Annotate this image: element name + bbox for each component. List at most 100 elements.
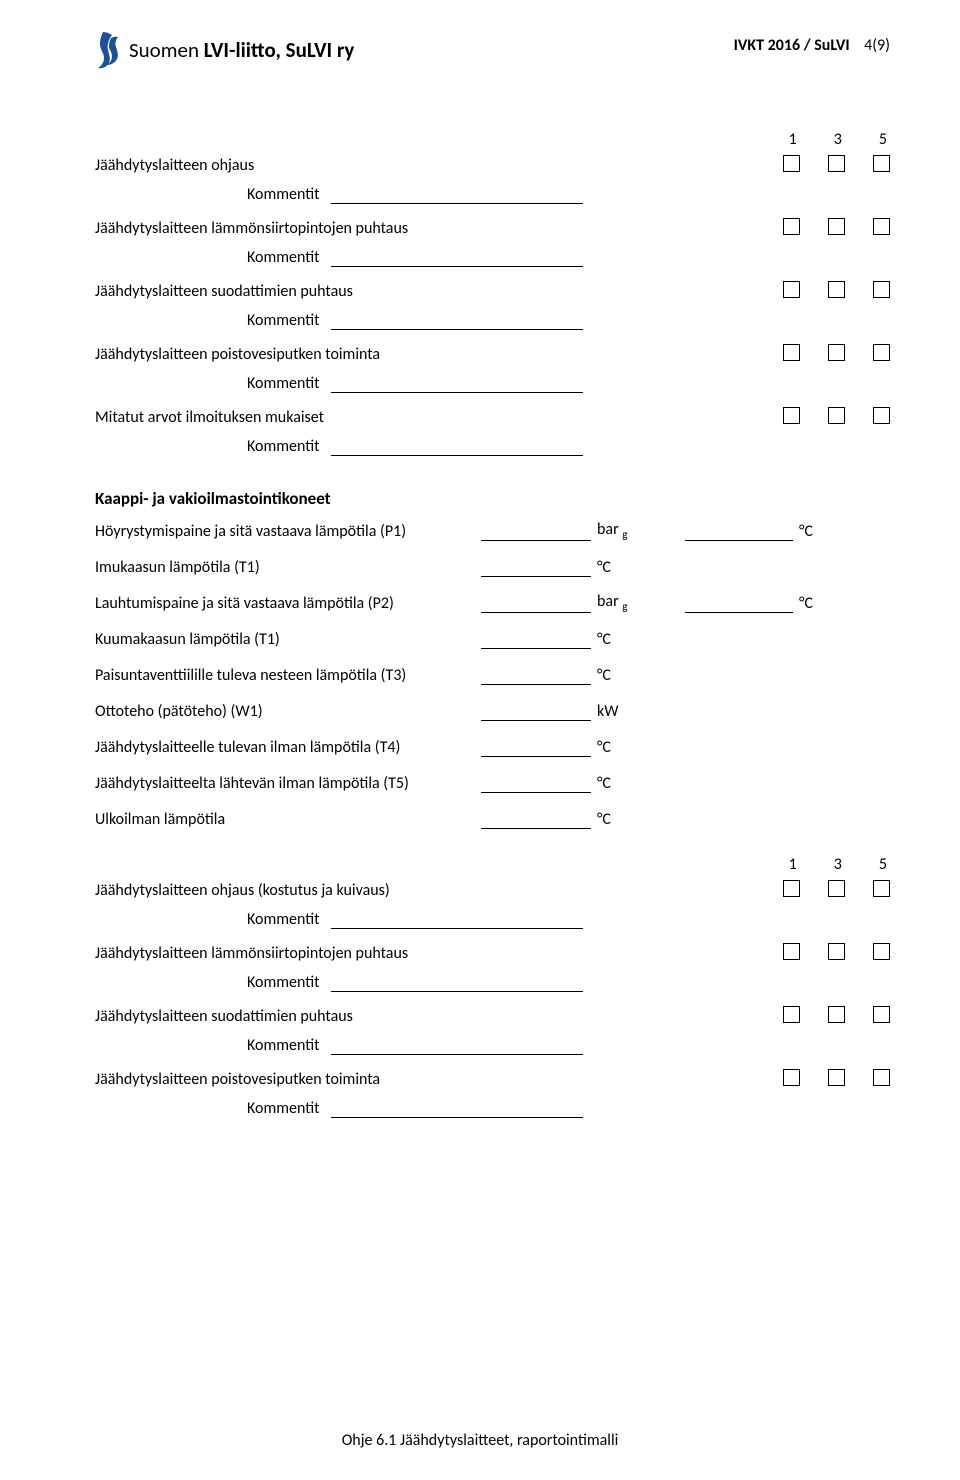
measure-unit: kW [597, 702, 653, 721]
rating-label-1: 1 [789, 130, 797, 149]
check-row: Jäähdytyslaitteen suodattimien puhtaus [95, 1006, 890, 1028]
check-row: Jäähdytyslaitteen suodattimien puhtaus [95, 281, 890, 303]
checkbox-1[interactable] [783, 1006, 800, 1023]
check-label: Jäähdytyslaitteen suodattimien puhtaus [95, 281, 783, 301]
comment-input-line[interactable] [331, 186, 583, 204]
measure-input-line[interactable] [481, 631, 591, 649]
comment-input-line[interactable] [331, 1100, 583, 1118]
measure-unit: °C [597, 810, 653, 829]
measure-label: Kuumakaasun lämpötila (T1) [95, 630, 481, 649]
comment-label: Kommentit [95, 437, 331, 456]
comment-input-line[interactable] [331, 312, 583, 330]
measure-input-line[interactable] [481, 775, 591, 793]
checkbox-3[interactable] [828, 880, 845, 897]
checkbox-3[interactable] [828, 407, 845, 424]
comment-input-line[interactable] [331, 974, 583, 992]
comment-label: Kommentit [95, 248, 331, 267]
checkbox-1[interactable] [783, 218, 800, 235]
measure-label: Höyrystymispaine ja sitä vastaava lämpöt… [95, 522, 481, 541]
rating-label-3: 3 [834, 130, 842, 149]
checkbox-1[interactable] [783, 943, 800, 960]
checkbox-1[interactable] [783, 880, 800, 897]
comment-row: Kommentit [95, 1036, 890, 1055]
checkbox-1[interactable] [783, 155, 800, 172]
rating-label-5: 5 [879, 130, 887, 149]
check-boxes [783, 218, 890, 235]
measure-input-line-2[interactable] [685, 595, 793, 613]
measure-label: Imukaasun lämpötila (T1) [95, 558, 481, 577]
checkbox-3[interactable] [828, 155, 845, 172]
checkbox-5[interactable] [873, 880, 890, 897]
measure-unit: bar g [597, 520, 653, 541]
measure-input-line-2[interactable] [685, 523, 793, 541]
measure-input-line[interactable] [481, 559, 591, 577]
comment-input-line[interactable] [331, 249, 583, 267]
measure-unit: °C [597, 738, 653, 757]
checkbox-3[interactable] [828, 1069, 845, 1086]
comment-label: Kommentit [95, 1036, 331, 1055]
checkbox-5[interactable] [873, 1069, 890, 1086]
comment-input-line[interactable] [331, 911, 583, 929]
measure-input-line[interactable] [481, 739, 591, 757]
checkbox-5[interactable] [873, 155, 890, 172]
checkbox-1[interactable] [783, 407, 800, 424]
org-prefix: Suomen [129, 37, 204, 63]
checkbox-1[interactable] [783, 1069, 800, 1086]
page-num: 4(9) [864, 36, 890, 55]
check-row: Jäähdytyslaitteen lämmönsiirtopintojen p… [95, 943, 890, 965]
footer: Ohje 6.1 Jäähdytyslaitteet, raportointim… [0, 1431, 960, 1450]
measurement-block: Höyrystymispaine ja sitä vastaava lämpöt… [95, 519, 890, 829]
comment-input-line[interactable] [331, 1037, 583, 1055]
checkbox-3[interactable] [828, 1006, 845, 1023]
checkbox-5[interactable] [873, 1006, 890, 1023]
check-label: Jäähdytyslaitteen ohjaus [95, 155, 783, 175]
comment-row: Kommentit [95, 973, 890, 992]
comment-input-line[interactable] [331, 375, 583, 393]
measure-input-line[interactable] [481, 703, 591, 721]
check-boxes [783, 1006, 890, 1023]
measure-label: Lauhtumispaine ja sitä vastaava lämpötil… [95, 594, 481, 613]
checkbox-3[interactable] [828, 218, 845, 235]
check-row: Jäähdytyslaitteen ohjaus [95, 155, 890, 177]
checkbox-5[interactable] [873, 218, 890, 235]
doc-id: IVKT 2016 / SuLVI [734, 36, 850, 55]
measure-label: Ottoteho (pätöteho) (W1) [95, 702, 481, 721]
measure-row: Höyrystymispaine ja sitä vastaava lämpöt… [95, 519, 890, 541]
comment-label: Kommentit [95, 185, 331, 204]
check-row: Jäähdytyslaitteen lämmönsiirtopintojen p… [95, 218, 890, 240]
logo-block: Suomen LVI-liitto, SuLVI ry [95, 30, 354, 70]
check-boxes [783, 407, 890, 424]
checkbox-3[interactable] [828, 943, 845, 960]
checkbox-3[interactable] [828, 281, 845, 298]
checkbox-5[interactable] [873, 344, 890, 361]
comment-label: Kommentit [95, 311, 331, 330]
comment-row: Kommentit [95, 437, 890, 456]
check-row: Jäähdytyslaitteen ohjaus (kostutus ja ku… [95, 880, 890, 902]
comment-row: Kommentit [95, 311, 890, 330]
measure-row: Ulkoilman lämpötila°C [95, 807, 890, 829]
checkbox-5[interactable] [873, 281, 890, 298]
comment-row: Kommentit [95, 1099, 890, 1118]
org-name: Suomen LVI-liitto, SuLVI ry [129, 37, 354, 63]
check-label: Jäähdytyslaitteen lämmönsiirtopintojen p… [95, 218, 783, 238]
checkbox-1[interactable] [783, 344, 800, 361]
measure-input-line[interactable] [481, 523, 591, 541]
checkbox-5[interactable] [873, 407, 890, 424]
comment-row: Kommentit [95, 910, 890, 929]
checkbox-3[interactable] [828, 344, 845, 361]
measure-input-line[interactable] [481, 811, 591, 829]
measure-input-line[interactable] [481, 667, 591, 685]
checkbox-1[interactable] [783, 281, 800, 298]
measure-input-line[interactable] [481, 595, 591, 613]
header-right: IVKT 2016 / SuLVI 4(9) [734, 30, 890, 55]
measure-row: Imukaasun lämpötila (T1)°C [95, 555, 890, 577]
section-heading: Kaappi- ja vakioilmastointikoneet [95, 488, 890, 509]
comment-input-line[interactable] [331, 438, 583, 456]
comment-label: Kommentit [95, 374, 331, 393]
checkbox-5[interactable] [873, 943, 890, 960]
comment-row: Kommentit [95, 248, 890, 267]
measure-unit: °C [597, 630, 653, 649]
measure-label: Jäähdytyslaitteelle tulevan ilman lämpöt… [95, 738, 481, 757]
check-boxes [783, 155, 890, 172]
comment-row: Kommentit [95, 185, 890, 204]
